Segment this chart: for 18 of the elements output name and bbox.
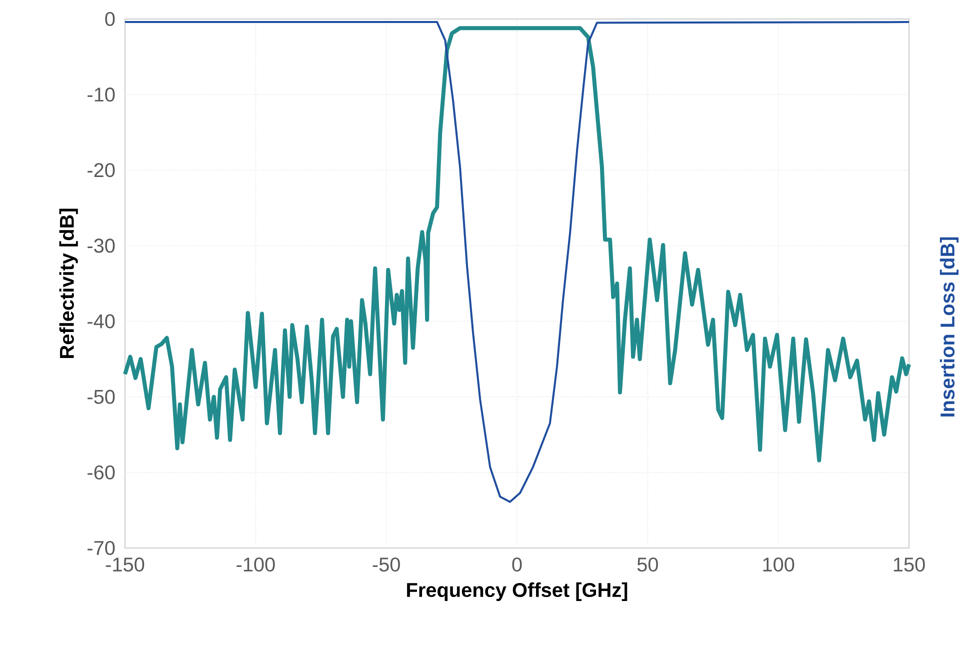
y-tick-label: -40 [88, 314, 115, 328]
x-tick-label: -50 [372, 558, 400, 572]
y-tick-label: -70 [88, 540, 115, 556]
y2-axis-title: Insertion Loss [dB] [940, 237, 958, 416]
x-tick-label: 100 [763, 558, 794, 572]
y-tick-label: -50 [88, 390, 115, 404]
x-axis-title: Frequency Offset [GHz] [407, 582, 628, 602]
x-tick-label: -150 [106, 558, 144, 572]
y-tick-label: -20 [88, 163, 115, 178]
x-tick-label: 0 [512, 558, 522, 572]
x-tick-label: 50 [637, 558, 658, 572]
x-tick-label: 150 [894, 558, 925, 572]
y-tick-label: -60 [88, 465, 115, 480]
y-tick-label: 0 [105, 12, 115, 26]
x-tick-label: -100 [236, 558, 275, 572]
y-axis-title: Reflectivity [dB] [59, 208, 78, 358]
y-tick-label: -30 [88, 238, 115, 253]
y-tick-label: -10 [88, 88, 115, 102]
